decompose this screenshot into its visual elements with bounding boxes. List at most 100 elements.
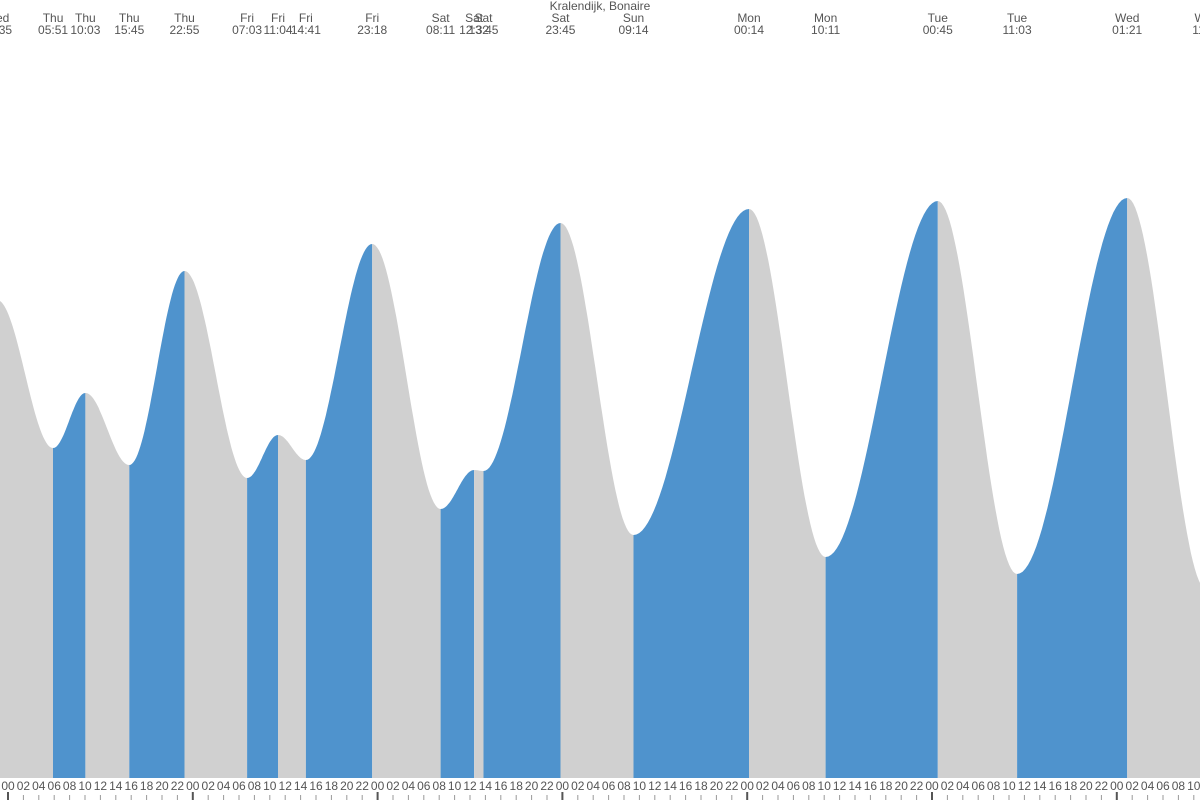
hour-tick-label: 12 xyxy=(463,779,477,793)
hour-tick-label: 20 xyxy=(340,779,354,793)
hour-tick-label: 14 xyxy=(479,779,493,793)
extreme-time: 11:04 xyxy=(263,23,292,37)
tide-segment xyxy=(474,470,484,778)
extreme-time: 08:11 xyxy=(426,23,455,37)
extreme-time: 01:21 xyxy=(1112,23,1142,37)
hour-tick-label: 18 xyxy=(694,779,708,793)
hour-tick-label: 10 xyxy=(1002,779,1016,793)
tide-segment xyxy=(1127,198,1200,778)
hour-tick-label: 14 xyxy=(294,779,308,793)
hour-tick-label: 02 xyxy=(202,779,216,793)
hour-tick-label: 04 xyxy=(587,779,601,793)
hour-tick-label: 08 xyxy=(987,779,1001,793)
extreme-time: 23:18 xyxy=(357,23,387,37)
hour-tick-label: 04 xyxy=(771,779,785,793)
hour-tick-label: 10 xyxy=(818,779,832,793)
extreme-time: 00:14 xyxy=(734,23,764,37)
tide-segment xyxy=(1017,198,1128,778)
extreme-day: Sun xyxy=(623,11,644,25)
hour-tick-label: 16 xyxy=(125,779,139,793)
hour-tick-label: 02 xyxy=(386,779,400,793)
hour-tick-label: 16 xyxy=(494,779,508,793)
hour-tick-label: 14 xyxy=(664,779,678,793)
extreme-time: 12:32 xyxy=(459,23,489,37)
hour-tick-label: 04 xyxy=(402,779,416,793)
extreme-time: 22:35 xyxy=(0,23,12,37)
hour-tick-label: 04 xyxy=(1141,779,1155,793)
hour-tick-label: 08 xyxy=(248,779,262,793)
hour-tick-label: 10 xyxy=(448,779,462,793)
extreme-day: Sat xyxy=(474,11,493,25)
hour-tick-label: 02 xyxy=(1126,779,1140,793)
tide-segment xyxy=(483,223,561,778)
extreme-day: Tue xyxy=(1007,11,1028,25)
hour-tick-label: 14 xyxy=(848,779,862,793)
hour-tick-label: 14 xyxy=(109,779,123,793)
hour-tick-label: 16 xyxy=(1049,779,1063,793)
extreme-day: Fri xyxy=(365,11,379,25)
hour-tick-label: 22 xyxy=(1095,779,1109,793)
hour-tick-label: 08 xyxy=(63,779,77,793)
extreme-time: 09:14 xyxy=(618,23,648,37)
extreme-day: Thu xyxy=(174,11,195,25)
extreme-day: Fri xyxy=(299,11,313,25)
hour-tick-label: 08 xyxy=(1172,779,1186,793)
hour-tick-label: 06 xyxy=(417,779,431,793)
extreme-day: Fri xyxy=(240,11,254,25)
tide-segment xyxy=(85,393,130,778)
hour-tick-label: 00 xyxy=(371,779,385,793)
hour-tick-label: 20 xyxy=(1079,779,1093,793)
tide-segment xyxy=(53,393,86,778)
hour-tick-label: 00 xyxy=(1,779,15,793)
tide-segment xyxy=(440,470,475,778)
extreme-day: Mon xyxy=(737,11,760,25)
hour-tick-label: 10 xyxy=(78,779,92,793)
hour-tick-label: 08 xyxy=(617,779,631,793)
hour-tick-label: 18 xyxy=(325,779,339,793)
hour-tick-label: 08 xyxy=(433,779,447,793)
chart-title: Kralendijk, Bonaire xyxy=(550,0,651,13)
extreme-day: Thu xyxy=(75,11,96,25)
hour-tick-label: 06 xyxy=(602,779,616,793)
hour-tick-label: 14 xyxy=(1033,779,1047,793)
extreme-time: 00:45 xyxy=(923,23,953,37)
hour-tick-label: 18 xyxy=(879,779,893,793)
hour-tick-label: 04 xyxy=(956,779,970,793)
hour-tick-label: 06 xyxy=(972,779,986,793)
extreme-day: Thu xyxy=(43,11,64,25)
hour-tick-label: 20 xyxy=(710,779,724,793)
hour-tick-label: 18 xyxy=(510,779,524,793)
extreme-time: 07:03 xyxy=(232,23,262,37)
tide-segment xyxy=(129,271,185,778)
extreme-day: Tue xyxy=(928,11,949,25)
hour-tick-label: 22 xyxy=(171,779,185,793)
hour-tick-label: 12 xyxy=(648,779,662,793)
hour-tick-label: 12 xyxy=(1018,779,1032,793)
hour-tick-label: 12 xyxy=(94,779,108,793)
hour-tick-label: 20 xyxy=(155,779,169,793)
hour-tick-label: 12 xyxy=(279,779,293,793)
hour-tick-label: 22 xyxy=(910,779,924,793)
extreme-time: 11:03 xyxy=(1003,23,1032,37)
extreme-time: 05:51 xyxy=(38,23,68,37)
hour-tick-label: 00 xyxy=(1110,779,1124,793)
extreme-time: 10:11 xyxy=(811,23,840,37)
hour-tick-label: 00 xyxy=(741,779,755,793)
extreme-day: Sat xyxy=(432,11,451,25)
hour-tick-label: 00 xyxy=(925,779,939,793)
hour-tick-label: 10 xyxy=(1187,779,1200,793)
extreme-time: 11:41 xyxy=(1192,23,1200,37)
hour-tick-label: 02 xyxy=(941,779,955,793)
extreme-time: 13:45 xyxy=(468,23,498,37)
hour-tick-label: 22 xyxy=(725,779,739,793)
hour-tick-label: 02 xyxy=(571,779,585,793)
hour-tick-label: 12 xyxy=(833,779,847,793)
extreme-time: 10:03 xyxy=(70,23,100,37)
tide-segment xyxy=(372,244,441,778)
tide-segment xyxy=(633,209,749,778)
hour-tick-label: 06 xyxy=(232,779,246,793)
hour-tick-label: 00 xyxy=(186,779,200,793)
hour-tick-label: 16 xyxy=(309,779,323,793)
hour-tick-label: 22 xyxy=(356,779,370,793)
extreme-day: Thu xyxy=(119,11,140,25)
